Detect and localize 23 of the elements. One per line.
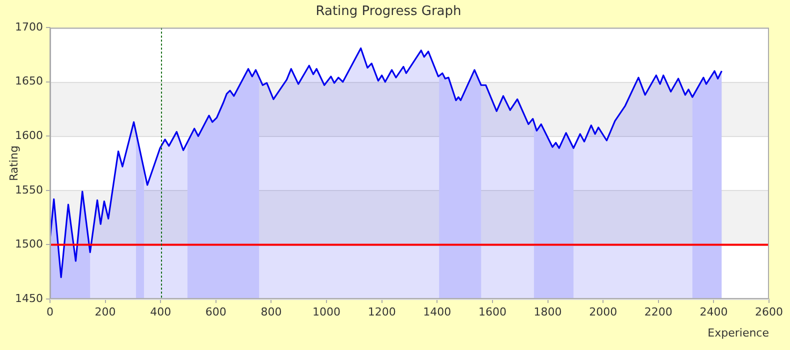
- x-axis-title: Experience: [708, 326, 770, 340]
- x-tick-label: 200: [94, 305, 116, 318]
- y-tick-label: 1700: [15, 20, 43, 34]
- x-tick-label: 2600: [755, 305, 783, 318]
- x-tick-label: 0: [46, 305, 54, 318]
- chart-title: Rating Progress Graph: [316, 4, 462, 20]
- x-tick-label: 400: [150, 305, 172, 318]
- x-tick-label: 1600: [478, 305, 506, 318]
- x-tick-label: 2200: [644, 305, 672, 318]
- x-tick-label: 1800: [534, 305, 562, 318]
- y-axis-title: Rating: [7, 146, 20, 182]
- x-tick-label: 1000: [312, 305, 341, 318]
- y-tick-label: 1500: [15, 238, 43, 251]
- x-tick-label: 2000: [589, 305, 618, 318]
- x-tick-label: 1200: [368, 305, 396, 318]
- x-tick-label: 1400: [423, 305, 452, 318]
- y-tick-label: 1450: [15, 292, 43, 305]
- x-tick-label: 600: [205, 305, 226, 318]
- y-tick-label: 1650: [15, 74, 43, 88]
- x-tick-label: 2400: [700, 305, 728, 318]
- y-tick-label: 1600: [15, 129, 43, 142]
- y-tick-label: 1550: [15, 183, 43, 196]
- x-tick-label: 800: [260, 305, 282, 318]
